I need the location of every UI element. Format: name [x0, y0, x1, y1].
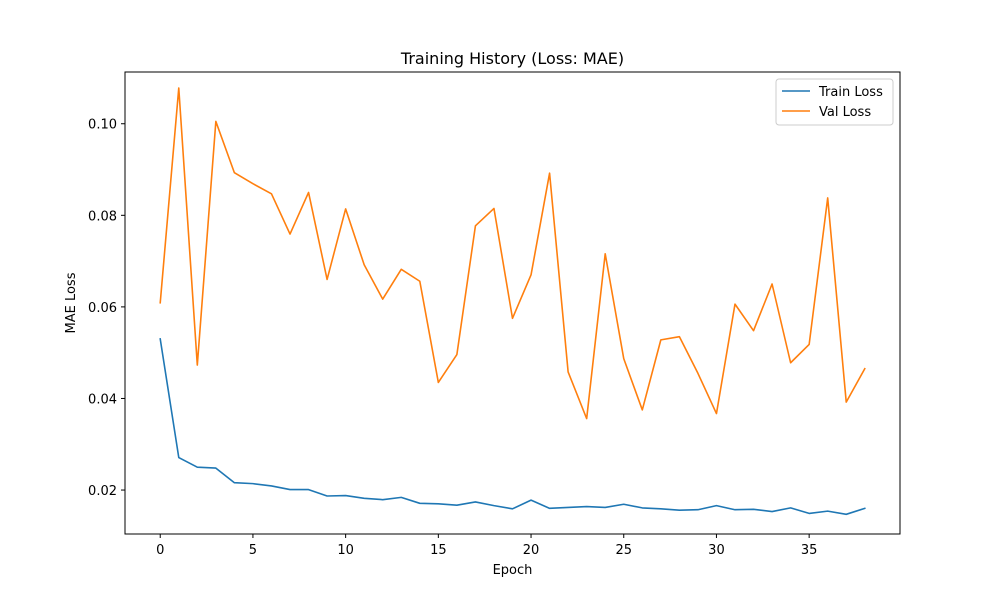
x-tick-label: 20	[523, 543, 540, 558]
series-line-1	[159, 87, 866, 420]
x-tick-label: 15	[430, 543, 447, 558]
y-tick-label: 0.02	[88, 484, 117, 499]
x-tick-label: 25	[615, 543, 632, 558]
y-tick-label: 0.06	[88, 301, 117, 316]
series-line-0	[159, 338, 866, 516]
x-tick-label: 0	[156, 543, 164, 558]
legend: Train Loss Val Loss	[775, 78, 894, 126]
x-tick-label: 30	[708, 543, 725, 558]
axes-frame	[124, 71, 901, 535]
x-tick-label: 5	[249, 543, 257, 558]
x-axis-label: Epoch	[493, 563, 533, 578]
x-tick-label: 10	[337, 543, 354, 558]
y-tick-label: 0.10	[88, 118, 117, 133]
x-tick-label: 35	[801, 543, 818, 558]
y-tick-label: 0.08	[88, 209, 117, 224]
legend-label-1: Val Loss	[819, 105, 871, 120]
y-axis-label: MAE Loss	[64, 272, 79, 333]
legend-label-0: Train Loss	[818, 85, 883, 100]
chart-title: Training History (Loss: MAE)	[400, 49, 624, 68]
y-tick-label: 0.04	[88, 392, 117, 407]
